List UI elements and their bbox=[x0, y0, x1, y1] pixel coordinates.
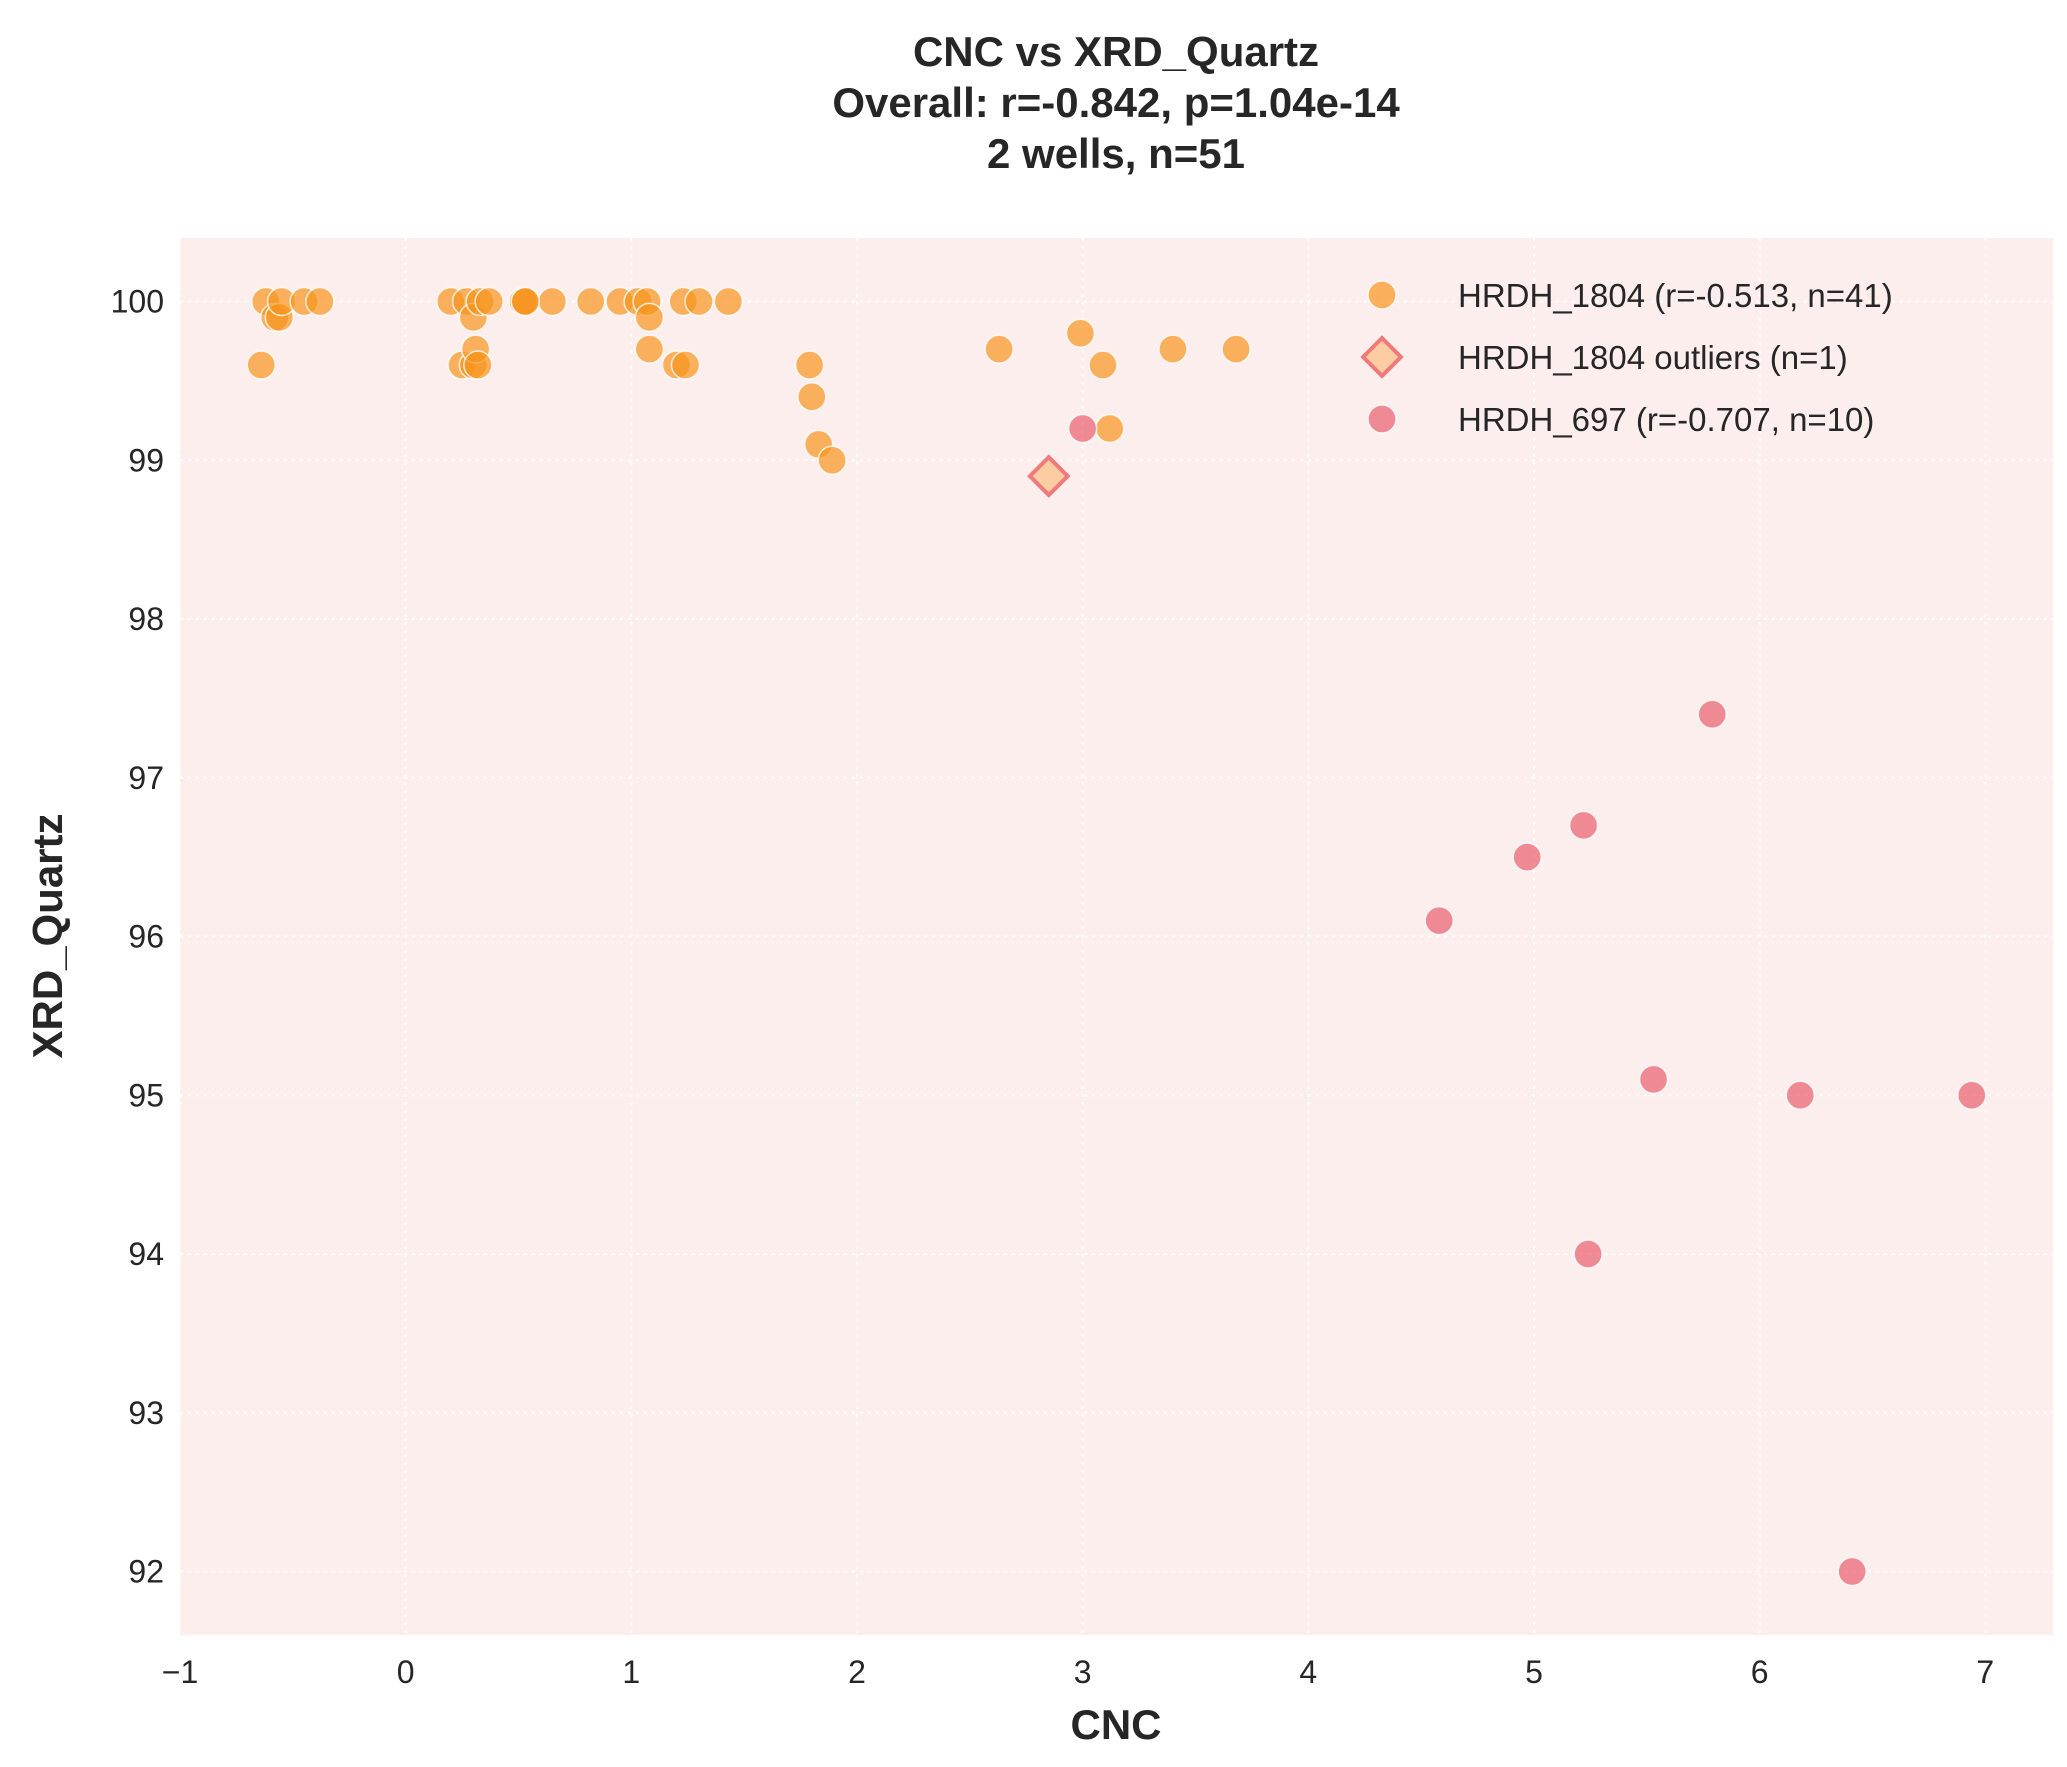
x-tick-label: 1 bbox=[622, 1654, 640, 1690]
data-point bbox=[1512, 842, 1542, 872]
data-point bbox=[575, 286, 606, 317]
data-point bbox=[1158, 334, 1188, 364]
legend-marker bbox=[1367, 280, 1397, 310]
title-line-1: CNC vs XRD_Quartz bbox=[913, 28, 1319, 75]
data-point bbox=[474, 286, 504, 317]
data-point bbox=[463, 350, 493, 380]
data-point bbox=[537, 286, 568, 317]
title-line-2: Overall: r=-0.842, p=1.04e-14 bbox=[832, 79, 1400, 126]
data-point bbox=[634, 334, 665, 364]
legend-label: HRDH_1804 outliers (n=1) bbox=[1458, 339, 1848, 376]
legend-entry: HRDH_697 (r=-0.707, n=10) bbox=[1367, 401, 1874, 438]
y-tick-label: 98 bbox=[128, 601, 164, 637]
x-tick-label: 2 bbox=[848, 1654, 866, 1690]
chart-title: CNC vs XRD_Quartz Overall: r=-0.842, p=1… bbox=[832, 28, 1400, 177]
legend-marker bbox=[1360, 335, 1404, 379]
data-point bbox=[1568, 810, 1599, 841]
legend-entry: HRDH_1804 outliers (n=1) bbox=[1360, 335, 1848, 379]
x-tick-label: 6 bbox=[1751, 1654, 1769, 1690]
data-point bbox=[1697, 699, 1727, 729]
y-tick-label: 100 bbox=[111, 284, 164, 320]
title-line-3: 2 wells, n=51 bbox=[987, 130, 1245, 177]
data-point bbox=[797, 382, 827, 412]
data-point bbox=[1088, 350, 1118, 380]
data-point bbox=[1221, 334, 1251, 364]
x-axis-ticks: −1 0 1 2 3 4 5 6 7 bbox=[162, 1654, 1994, 1690]
outlier-point bbox=[1027, 454, 1071, 498]
data-point bbox=[1065, 318, 1096, 348]
data-point bbox=[1067, 413, 1098, 444]
legend: HRDH_1804 (r=-0.513, n=41) HRDH_1804 outl… bbox=[1360, 277, 1893, 438]
y-tick-label: 99 bbox=[128, 442, 164, 478]
data-point bbox=[305, 286, 335, 317]
data-point bbox=[817, 445, 847, 475]
series-0 bbox=[246, 286, 1251, 475]
data-point bbox=[510, 286, 541, 317]
y-tick-label: 95 bbox=[128, 1077, 164, 1113]
y-tick-label: 94 bbox=[128, 1236, 164, 1272]
x-tick-label: 3 bbox=[1074, 1654, 1092, 1690]
legend-marker bbox=[1367, 404, 1397, 434]
x-tick-label: 7 bbox=[1976, 1654, 1994, 1690]
legend-label: HRDH_1804 (r=-0.513, n=41) bbox=[1458, 277, 1893, 314]
y-axis-label: XRD_Quartz bbox=[24, 813, 71, 1058]
y-tick-label: 93 bbox=[128, 1395, 164, 1431]
data-point bbox=[1573, 1239, 1603, 1269]
x-axis-label: CNC bbox=[1071, 1701, 1162, 1748]
data-points bbox=[246, 286, 1987, 1587]
x-tick-label: −1 bbox=[162, 1654, 198, 1690]
series-2 bbox=[1067, 413, 1987, 1587]
x-tick-label: 5 bbox=[1525, 1654, 1543, 1690]
data-point bbox=[1957, 1080, 1987, 1110]
data-point bbox=[634, 302, 665, 333]
y-axis-ticks: 92 93 94 95 96 97 98 99 100 bbox=[111, 284, 164, 1590]
data-point bbox=[1837, 1556, 1867, 1587]
data-point bbox=[1638, 1064, 1669, 1095]
data-point bbox=[713, 286, 744, 317]
data-point bbox=[984, 334, 1014, 364]
data-point bbox=[1785, 1080, 1816, 1110]
data-point bbox=[1424, 905, 1454, 936]
series-1 bbox=[1027, 454, 1071, 498]
legend-entry: HRDH_1804 (r=-0.513, n=41) bbox=[1367, 277, 1893, 314]
y-tick-label: 92 bbox=[128, 1554, 164, 1590]
data-point bbox=[670, 350, 701, 380]
x-tick-label: 0 bbox=[397, 1654, 415, 1690]
y-tick-label: 96 bbox=[128, 919, 164, 955]
data-point bbox=[684, 286, 714, 317]
data-point bbox=[1094, 413, 1125, 444]
data-point bbox=[246, 350, 276, 380]
x-tick-label: 4 bbox=[1299, 1654, 1317, 1690]
legend-label: HRDH_697 (r=-0.707, n=10) bbox=[1458, 401, 1874, 438]
data-point bbox=[794, 350, 825, 380]
y-tick-label: 97 bbox=[128, 760, 164, 796]
